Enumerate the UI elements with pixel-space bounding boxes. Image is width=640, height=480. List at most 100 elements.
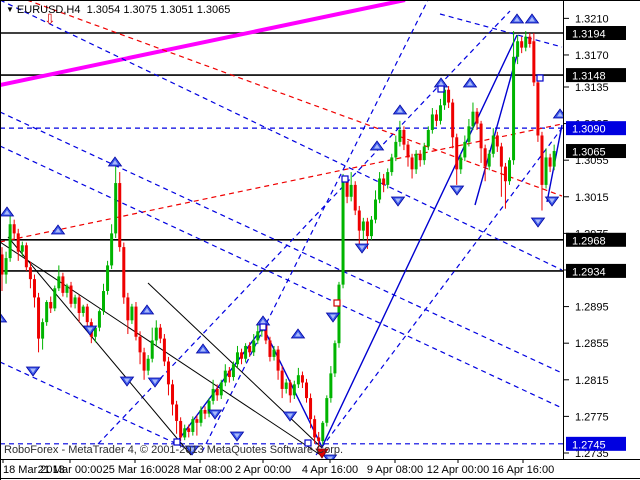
candle-body — [540, 135, 544, 185]
candle-body — [195, 419, 199, 423]
anchor-square[interactable] — [536, 74, 544, 82]
chart-symbol-period: EURUSD,H4 — [16, 4, 81, 16]
candle-body — [365, 221, 369, 237]
blue-descending-1[interactable] — [0, 111, 563, 374]
candle-body — [479, 123, 483, 149]
candle-body — [406, 144, 410, 158]
candle-body — [77, 297, 81, 313]
candle-series — [0, 31, 556, 449]
price-badge-blue: 1.2745 — [566, 436, 626, 451]
anchor-square[interactable] — [173, 438, 181, 446]
plot-area[interactable] — [0, 0, 567, 464]
price-tick-label: 1.2775 — [575, 411, 609, 423]
price-badge-box — [566, 26, 626, 40]
time-tick-label: 16 Apr 16:00 — [492, 464, 554, 476]
candle-body — [349, 184, 353, 197]
candle-body — [361, 221, 365, 231]
price-tick-label: 1.2815 — [575, 375, 609, 387]
candle-body — [102, 291, 105, 312]
black-descending-1[interactable] — [0, 241, 323, 457]
fractal-down-icon — [229, 431, 245, 442]
price-badge-black: 1.3194 — [566, 26, 626, 41]
candle-body — [317, 437, 321, 442]
blue-wedge-left[interactable] — [474, 54, 518, 206]
red-descending-channel[interactable] — [26, 0, 563, 197]
price-badge-box — [566, 263, 626, 278]
price-scale[interactable]: 1.32101.31701.31351.30951.30551.30151.29… — [563, 0, 640, 480]
candle-body — [414, 153, 418, 170]
time-tick-label: 18 Mar 2013 — [3, 464, 65, 476]
blue-descending-2[interactable] — [0, 145, 563, 409]
fractal-down-inner — [87, 327, 93, 332]
fractal-up-icon — [50, 224, 66, 235]
fractal-up-icon — [509, 13, 525, 24]
fractal-down-icon — [25, 366, 41, 377]
candle-body — [475, 111, 479, 124]
blue-ascending-3[interactable] — [315, 127, 563, 456]
fractal-down-inner — [549, 198, 555, 203]
candle-body — [394, 141, 398, 158]
candle-body — [516, 41, 520, 57]
price-badge-box — [566, 144, 626, 159]
candle-body — [345, 180, 349, 197]
magenta-trendline[interactable] — [0, 0, 406, 87]
anchor-square[interactable] — [341, 175, 349, 183]
anchor-square-red[interactable] — [333, 299, 341, 307]
candle-body — [495, 135, 499, 147]
anchor-square[interactable] — [259, 323, 267, 331]
candle-body — [37, 297, 41, 339]
blue-zigzag[interactable] — [176, 34, 518, 449]
candle-body — [138, 336, 142, 353]
anchor-square[interactable] — [304, 439, 312, 447]
anchor-square[interactable] — [437, 85, 445, 93]
candle-body — [483, 148, 487, 167]
candle-body — [532, 41, 536, 83]
price-tick-label: 1.2735 — [575, 448, 609, 460]
candle-body — [296, 375, 300, 385]
blue-descending-top[interactable] — [439, 13, 563, 48]
blue-descending-3[interactable] — [0, 0, 563, 271]
fractal-up-inner — [112, 160, 118, 165]
fractal-down-icon — [147, 377, 163, 388]
fractal-down-icon — [322, 454, 338, 459]
candle-body — [268, 340, 272, 357]
candle-body — [231, 364, 235, 378]
red-ascending-channel[interactable] — [0, 123, 563, 243]
fractal-down-inner — [124, 378, 130, 383]
price-tick-label: 1.3055 — [575, 155, 609, 167]
candle-body — [110, 233, 114, 266]
candle-body — [455, 137, 459, 170]
candle-body — [240, 352, 244, 359]
blue-ascending-2[interactable] — [201, 0, 429, 453]
candle-body — [187, 428, 191, 432]
candle-body — [536, 82, 540, 136]
candle-body — [508, 160, 511, 182]
fractal-up-inner — [529, 17, 535, 22]
fractal-down-icon — [530, 217, 546, 228]
fractal-up-icon — [392, 104, 408, 115]
candle-body — [162, 338, 166, 362]
candle-body — [252, 340, 256, 353]
black-descending-2[interactable] — [7, 236, 192, 456]
candle-body — [548, 157, 552, 167]
fractal-up-icon — [107, 156, 123, 167]
candle-body — [227, 370, 231, 378]
candle-body — [491, 135, 495, 154]
candle-body — [41, 322, 45, 339]
candle-body — [382, 178, 386, 185]
candle-body — [191, 419, 195, 432]
candle-body — [443, 89, 447, 106]
blue-descending-4[interactable] — [0, 361, 191, 451]
price-badge-box — [566, 436, 626, 451]
candle-body — [12, 224, 16, 234]
candle-body — [32, 279, 36, 298]
candle-body — [300, 375, 304, 383]
candle-body — [183, 428, 187, 438]
fractal-up-inner — [295, 332, 301, 337]
candle-body — [276, 349, 280, 371]
red-down-arrow-icon: ⇩ — [44, 11, 56, 27]
candle-body — [552, 151, 556, 167]
candle-body — [459, 157, 463, 170]
